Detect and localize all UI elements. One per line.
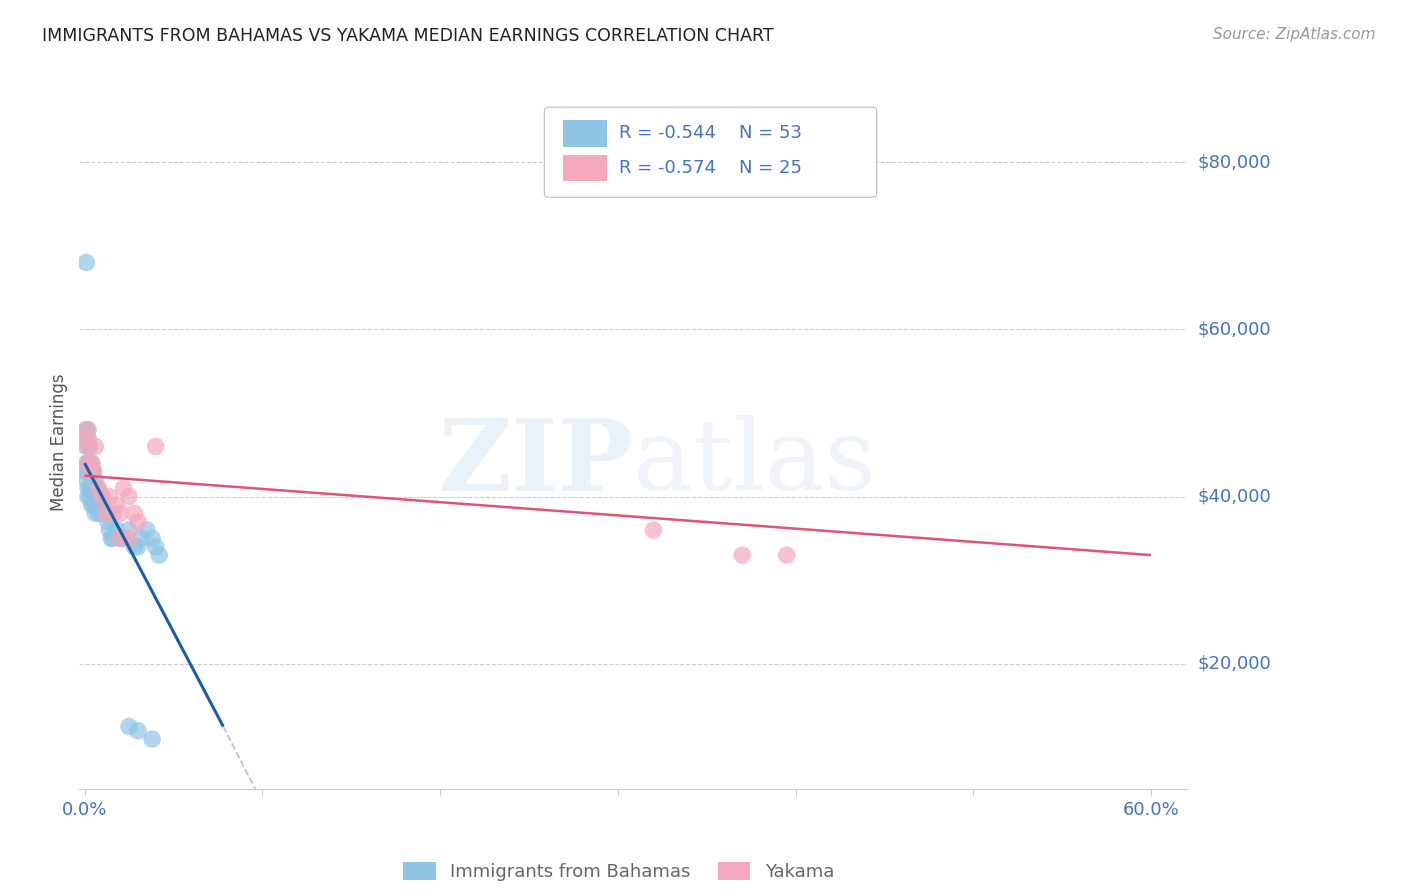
Text: ZIP: ZIP: [439, 415, 633, 512]
Point: [118, 523, 141, 537]
Point: [84, 439, 107, 453]
Point: [135, 523, 157, 537]
Point: [141, 732, 163, 747]
Point: [75, 439, 97, 453]
Point: [86, 481, 108, 495]
Point: [80, 456, 103, 470]
Point: [124, 506, 146, 520]
Point: [127, 540, 149, 554]
Point: [100, 532, 122, 546]
Text: R = -0.574    N = 25: R = -0.574 N = 25: [619, 159, 801, 178]
Point: [91, 490, 114, 504]
Point: [148, 548, 170, 562]
Point: [108, 506, 131, 520]
Point: [118, 719, 141, 733]
Point: [82, 465, 104, 479]
Text: R = -0.544    N = 53: R = -0.544 N = 53: [619, 125, 801, 143]
Point: [145, 540, 167, 554]
Point: [105, 498, 128, 512]
Text: atlas: atlas: [633, 415, 876, 511]
Point: [98, 490, 121, 504]
Point: [145, 439, 167, 453]
Point: [108, 532, 131, 546]
Point: [77, 456, 100, 470]
Point: [91, 490, 114, 504]
Point: [84, 490, 107, 504]
Point: [80, 456, 103, 470]
Point: [77, 439, 100, 453]
Point: [118, 490, 141, 504]
Text: $80,000: $80,000: [1198, 153, 1271, 171]
Text: $60,000: $60,000: [1198, 320, 1271, 338]
Point: [82, 498, 104, 512]
Point: [776, 548, 799, 562]
Point: [643, 523, 665, 537]
Point: [97, 515, 120, 529]
Point: [90, 498, 112, 512]
Point: [82, 465, 104, 479]
Point: [77, 490, 100, 504]
Point: [86, 498, 108, 512]
Point: [77, 456, 100, 470]
Point: [112, 532, 135, 546]
Point: [75, 423, 97, 437]
Point: [75, 473, 97, 487]
Point: [80, 465, 103, 479]
Point: [127, 515, 149, 529]
Point: [80, 481, 103, 495]
Legend: Immigrants from Bahamas, Yakama: Immigrants from Bahamas, Yakama: [404, 862, 834, 881]
Point: [79, 456, 101, 470]
Point: [79, 439, 101, 453]
Point: [108, 532, 131, 546]
Point: [75, 255, 97, 269]
Point: [79, 465, 101, 479]
FancyBboxPatch shape: [544, 107, 876, 197]
Point: [84, 506, 107, 520]
Point: [101, 532, 124, 546]
Point: [77, 423, 100, 437]
Point: [124, 540, 146, 554]
FancyBboxPatch shape: [564, 155, 607, 181]
Point: [94, 506, 117, 520]
Point: [79, 481, 101, 495]
Point: [98, 523, 121, 537]
Point: [82, 481, 104, 495]
Point: [87, 490, 110, 504]
Point: [87, 481, 110, 495]
Point: [105, 523, 128, 537]
Point: [77, 431, 100, 445]
Point: [77, 465, 100, 479]
Y-axis label: Median Earnings: Median Earnings: [51, 374, 67, 511]
Point: [75, 423, 97, 437]
Point: [101, 506, 124, 520]
Point: [112, 481, 135, 495]
Point: [131, 532, 153, 546]
Point: [118, 532, 141, 546]
Point: [75, 465, 97, 479]
FancyBboxPatch shape: [564, 120, 607, 146]
Point: [141, 532, 163, 546]
Point: [87, 506, 110, 520]
Text: $40,000: $40,000: [1198, 488, 1271, 506]
Text: IMMIGRANTS FROM BAHAMAS VS YAKAMA MEDIAN EARNINGS CORRELATION CHART: IMMIGRANTS FROM BAHAMAS VS YAKAMA MEDIAN…: [42, 27, 773, 45]
Point: [94, 506, 117, 520]
Text: Source: ZipAtlas.com: Source: ZipAtlas.com: [1212, 27, 1375, 42]
Point: [731, 548, 754, 562]
Point: [79, 490, 101, 504]
Text: $20,000: $20,000: [1198, 655, 1271, 673]
Point: [77, 481, 100, 495]
Point: [75, 431, 97, 445]
Point: [127, 723, 149, 738]
Point: [91, 506, 114, 520]
Point: [75, 456, 97, 470]
Point: [80, 498, 103, 512]
Point: [84, 473, 107, 487]
Point: [79, 465, 101, 479]
